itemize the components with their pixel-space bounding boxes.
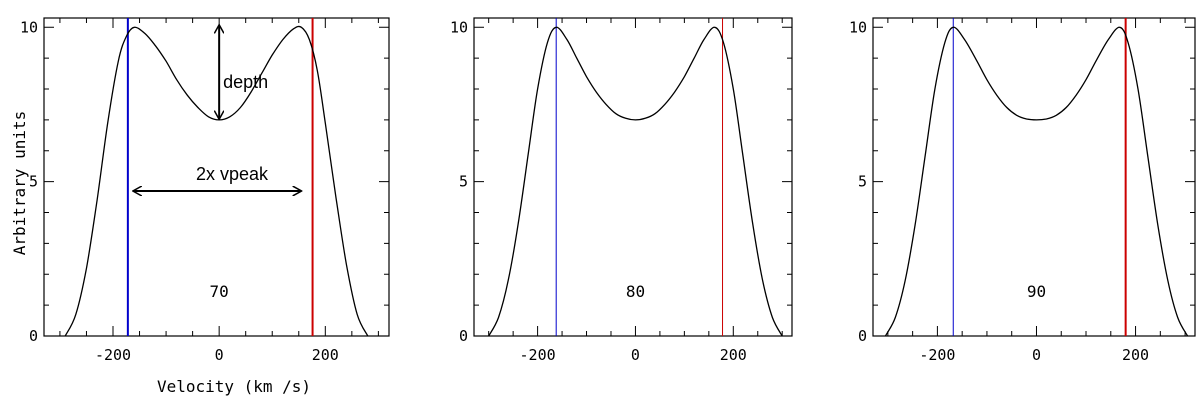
- panel-1: -200 0 200 0 5 10 70 depth 2x vpeak: [20, 17, 390, 364]
- x-tick-label: -200: [520, 346, 556, 364]
- panel-2: -200 0 200 0 5 10 80: [450, 17, 793, 364]
- plot-frame: [872, 17, 1196, 337]
- y-tick-label: 5: [459, 173, 468, 191]
- x-tick-label: -200: [919, 346, 955, 364]
- y-tick-label: 0: [858, 327, 867, 345]
- y-tick-label: 5: [29, 173, 38, 191]
- y-tick-label: 5: [858, 173, 867, 191]
- vpeak-annotation: 2x vpeak: [196, 164, 269, 184]
- x-axis-title: Velocity (km /s): [157, 377, 311, 396]
- profile-curve: [884, 26, 1189, 337]
- x-tick-label: 200: [1122, 346, 1149, 364]
- y-tick-label: 10: [20, 18, 38, 36]
- panel-number-label: 70: [210, 282, 229, 301]
- panels-layer: -200 0 200 0 5 10 70 depth 2x vpeak -200 0 200 0 5 10 8…: [20, 17, 1196, 364]
- x-tick-label: 200: [312, 346, 339, 364]
- x-tick-label: 200: [720, 346, 747, 364]
- panel-number-label: 80: [626, 282, 645, 301]
- y-tick-label: 0: [459, 327, 468, 345]
- y-tick-label: 10: [849, 18, 867, 36]
- x-tick-label: 0: [1032, 346, 1041, 364]
- panel-number-label: 90: [1027, 282, 1046, 301]
- depth-annotation: depth: [223, 72, 268, 92]
- y-axis-title: Arbitrary units: [10, 111, 29, 256]
- y-tick-label: 0: [29, 327, 38, 345]
- panel-3: -200 0 200 0 5 10 90: [849, 17, 1196, 364]
- y-tick-label: 10: [450, 18, 468, 36]
- x-tick-label: 0: [215, 346, 224, 364]
- x-tick-label: -200: [95, 346, 131, 364]
- profile-curve: [488, 26, 783, 337]
- x-tick-label: 0: [631, 346, 640, 364]
- plot-frame: [473, 17, 793, 337]
- plot-frame: [43, 17, 390, 337]
